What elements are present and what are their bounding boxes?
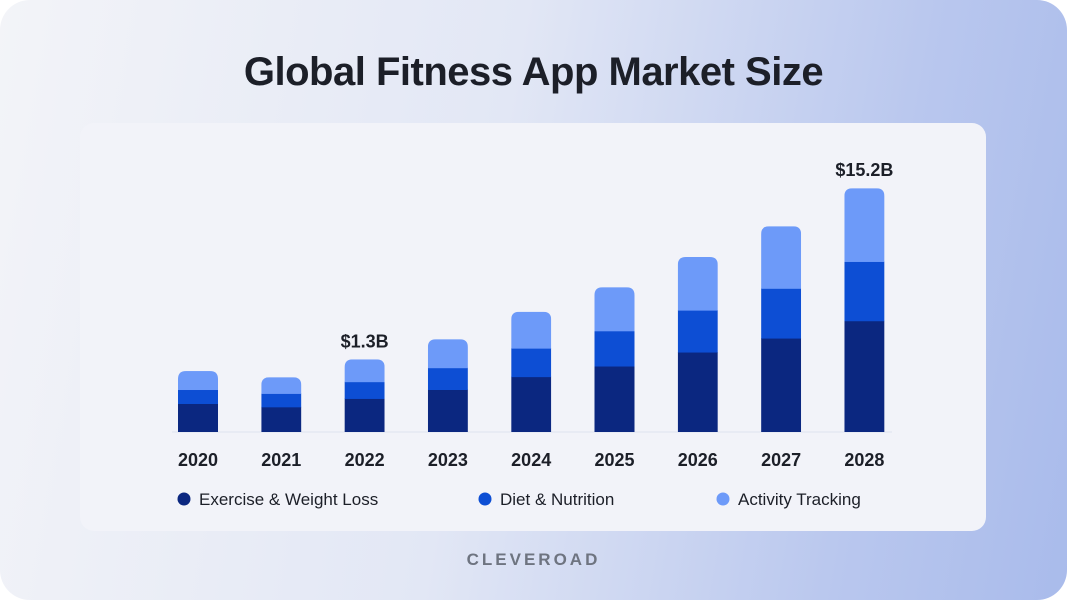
bar-segment [261, 406, 302, 432]
bar-segment [511, 311, 552, 349]
legend-swatch [716, 492, 730, 506]
legend-label: Exercise & Weight Loss [199, 490, 378, 509]
bar-segment [344, 359, 385, 383]
page-title: Global Fitness App Market Size [243, 50, 824, 94]
bar-segment [761, 288, 802, 339]
x-tick-label: 2023 [428, 450, 468, 470]
legend-label: Activity Tracking [738, 490, 861, 509]
bar-segment [261, 377, 302, 394]
x-tick-label: 2024 [511, 450, 551, 470]
bar-segment [511, 376, 552, 432]
x-tick-label: 2027 [761, 450, 801, 470]
bar-segment [511, 348, 552, 378]
x-tick-label: 2025 [594, 450, 634, 470]
bar-segment [427, 367, 468, 391]
x-tick-label: 2028 [844, 450, 884, 470]
bar-segment [594, 366, 635, 432]
bar-segment [427, 339, 468, 369]
bar-segment [844, 188, 885, 262]
chart-card: 2020 2021 2022 2023 2024 2025 2026 2027 2028 $1.3… [80, 123, 986, 531]
stacked-bar-chart: 2020 2021 2022 2023 2024 2025 2026 2027 2028 $1.3… [172, 160, 893, 509]
x-tick-label: 2026 [678, 450, 718, 470]
bar-segment [427, 389, 468, 432]
bar-segment [261, 393, 302, 408]
bar-segment [844, 320, 885, 433]
brand-logo: CLEVEROAD [466, 550, 601, 569]
bar-segment [178, 371, 218, 391]
legend-swatch [478, 492, 492, 506]
x-tick-label: 2022 [345, 450, 385, 470]
bar-segment [178, 389, 218, 404]
bar-segment [761, 338, 802, 432]
legend-swatch [177, 492, 191, 506]
x-tick-label: 2021 [261, 450, 301, 470]
bar-segment [677, 352, 718, 432]
bar-segment [594, 330, 635, 367]
bar-segment [594, 287, 635, 332]
bar-segment [677, 310, 718, 353]
bar-segment [178, 403, 218, 432]
bar-segment [677, 257, 718, 311]
bar-segment [344, 398, 385, 432]
legend-label: Diet & Nutrition [500, 490, 614, 509]
bar-segment [844, 261, 885, 322]
data-label: $15.2B [835, 160, 893, 180]
x-tick-label: 2020 [178, 450, 218, 470]
bar-segment [344, 381, 385, 399]
bar-segment [761, 226, 802, 289]
data-label: $1.3B [341, 331, 389, 351]
